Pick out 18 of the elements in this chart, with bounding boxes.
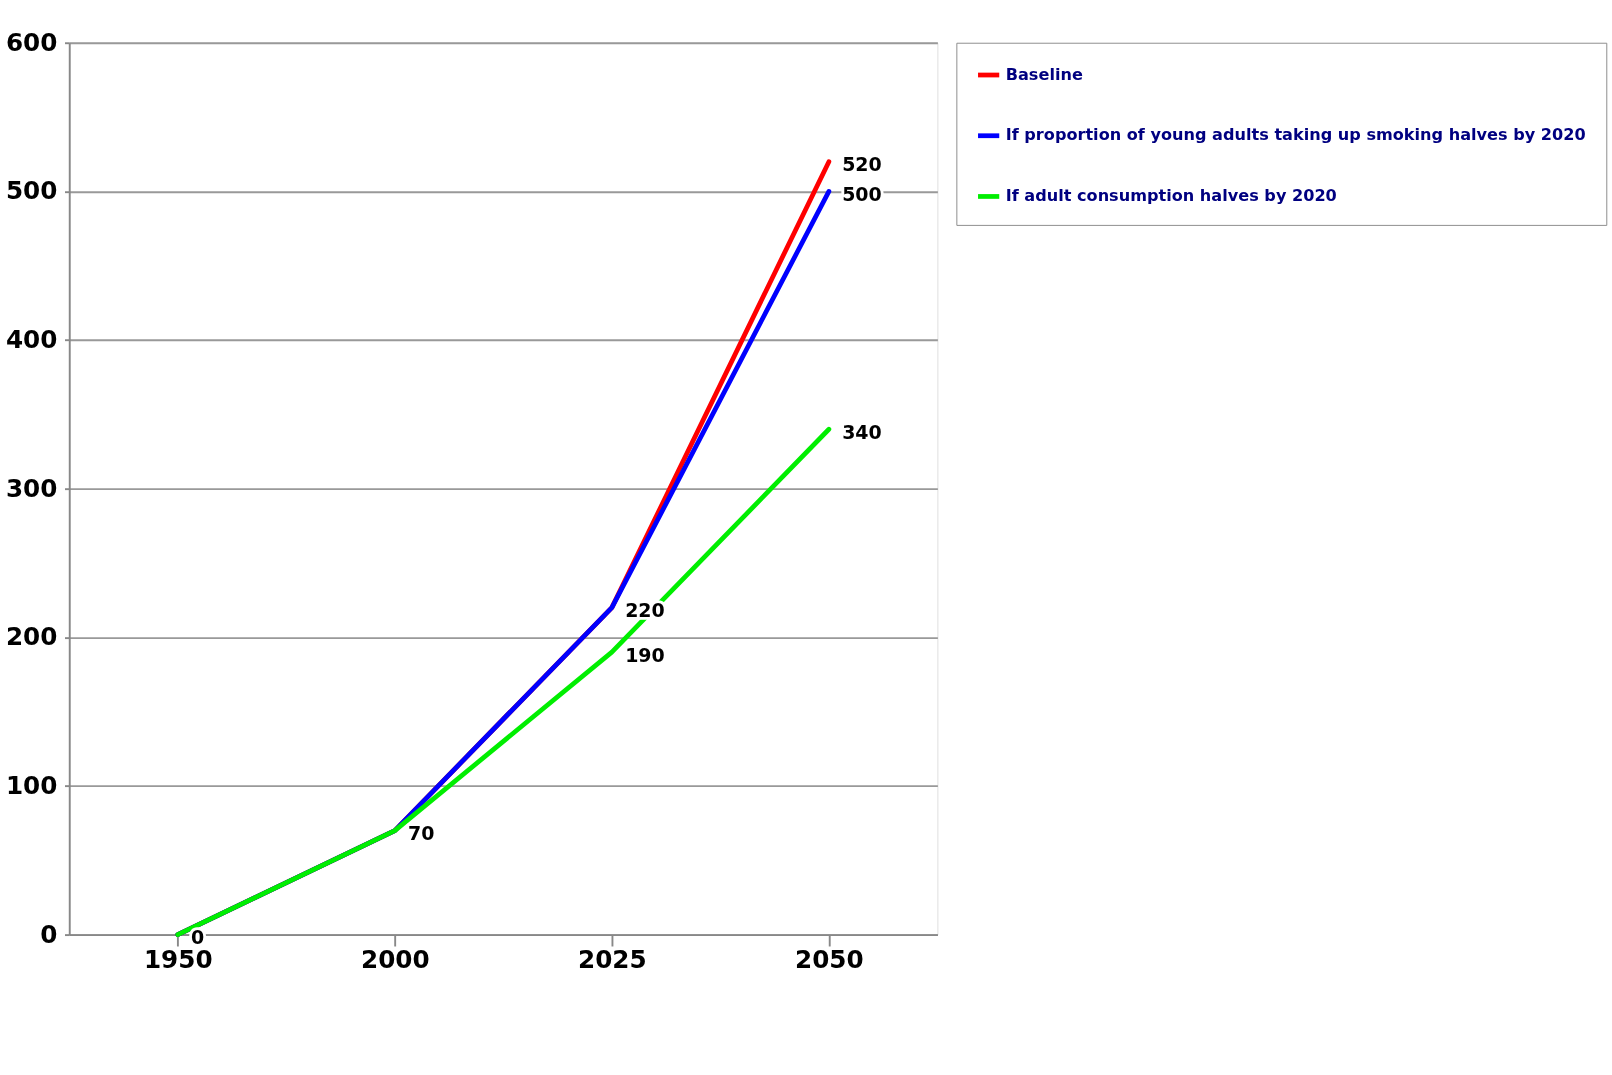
data-label: 520 <box>842 153 882 176</box>
x-tick-label: 2050 <box>795 945 864 975</box>
data-label: 190 <box>625 643 665 666</box>
x-tick-label: 2025 <box>578 945 647 975</box>
y-tick-label: 600 <box>5 27 58 57</box>
y-tick-label: 300 <box>5 473 58 503</box>
y-tick-label: 400 <box>5 325 58 355</box>
y-tick-label: 0 <box>40 919 58 949</box>
y-tick-label: 100 <box>5 771 58 801</box>
data-label: 340 <box>842 420 882 443</box>
y-tick-label: 200 <box>5 622 58 652</box>
x-tick-label: 2000 <box>360 945 430 975</box>
data-label: 70 <box>408 822 435 845</box>
legend-label: If proportion of young adults taking up smoking halves by 2020 <box>1005 125 1586 145</box>
legend-label: Baseline <box>1005 64 1083 84</box>
legend-label: If adult consumption halves by 2020 <box>1005 186 1337 206</box>
data-label: 500 <box>842 182 882 205</box>
y-tick-label: 500 <box>5 176 58 206</box>
